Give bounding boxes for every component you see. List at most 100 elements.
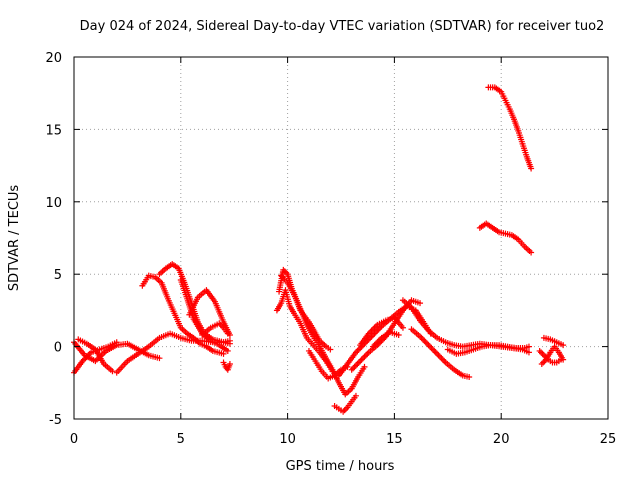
data-point [226,340,233,347]
data-point [439,356,446,363]
data-point [424,340,431,347]
series-arc-26 [538,343,567,367]
y-tick-label: 20 [45,51,62,66]
grid [74,57,608,419]
axis-ticks: 0 5 10 15 20 25 -5 0 5 10 15 20 [45,51,616,447]
y-tick-label: 5 [54,268,62,283]
y-axis-label: SDTVAR / TECUs [7,185,22,292]
data-point [540,359,547,366]
data-point [538,349,545,356]
data-point [538,360,545,367]
data-point [220,350,227,357]
data-point [109,368,116,375]
data-point [431,347,438,354]
data-point [341,407,348,414]
data-point [421,337,428,344]
data-point [156,355,163,362]
data-point [113,339,120,346]
data-point [357,358,364,365]
data-point [371,324,378,331]
y-tick-label: 10 [45,196,62,211]
data-point [438,355,445,362]
series-arc-18 [357,314,406,349]
data-point [342,405,349,412]
data-point [525,343,532,350]
data-point [370,326,377,333]
data-point [350,365,357,372]
x-axis-label: GPS time / hours [286,459,395,474]
data-point [371,330,378,337]
y-tick-label: 0 [54,341,62,356]
x-tick-label: 5 [177,432,185,447]
data-point [528,249,535,256]
data-point [436,353,443,360]
series-arc-23 [476,220,535,256]
data-point [432,349,439,356]
data-point [360,355,367,362]
data-point [368,333,375,340]
data-point [354,360,361,367]
data-marks [71,84,567,415]
chart-title: Day 024 of 2024, Sidereal Day-to-day VTE… [80,19,605,34]
data-point [560,356,567,363]
data-point [375,337,382,344]
data-point [355,346,362,353]
data-point [224,347,231,354]
series-arc-3 [75,336,116,375]
data-point [427,343,433,350]
data-point [361,363,368,370]
x-tick-label: 15 [386,432,403,447]
plot-frame [73,56,609,420]
data-point [375,326,382,333]
series-arc-10 [220,359,233,373]
data-point [536,347,543,354]
data-point [435,352,442,359]
data-point [355,359,362,366]
data-point [395,332,402,339]
y-tick-label: -5 [49,413,62,428]
data-point [399,324,406,331]
data-point [525,349,532,356]
data-point [466,374,473,381]
data-point [434,350,441,357]
data-point [419,336,426,343]
data-point [441,358,448,365]
series-arc-24 [485,84,535,172]
data-point [348,366,355,373]
series-arc-22 [444,342,532,357]
data-point [368,327,375,334]
data-point [429,346,436,353]
data-point [370,332,377,339]
x-tick-label: 0 [70,432,78,447]
series-arc-13 [278,272,368,398]
x-tick-label: 25 [600,432,617,447]
series-arc-9 [199,320,231,339]
data-point [428,345,435,352]
data-point [226,360,233,367]
data-point [417,300,424,307]
data-point [358,356,365,363]
data-point [560,342,567,349]
data-point [425,342,432,349]
data-point [374,327,381,334]
data-point [351,363,358,370]
series-arc-27 [540,334,567,349]
x-tick-label: 20 [493,432,510,447]
y-tick-label: 15 [45,123,62,138]
series-arc-5 [139,272,227,357]
data-point [362,352,369,359]
series-arc-21 [408,326,473,381]
data-point [224,330,231,337]
data-point [352,392,359,399]
data-point [372,329,379,336]
x-tick-label: 10 [279,432,296,447]
data-point [361,353,368,360]
data-point [352,362,359,369]
data-point [364,350,371,357]
data-point [418,334,425,341]
data-point [422,339,429,346]
series-arc-19 [370,329,402,350]
data-point [327,346,334,353]
data-point [539,350,546,357]
